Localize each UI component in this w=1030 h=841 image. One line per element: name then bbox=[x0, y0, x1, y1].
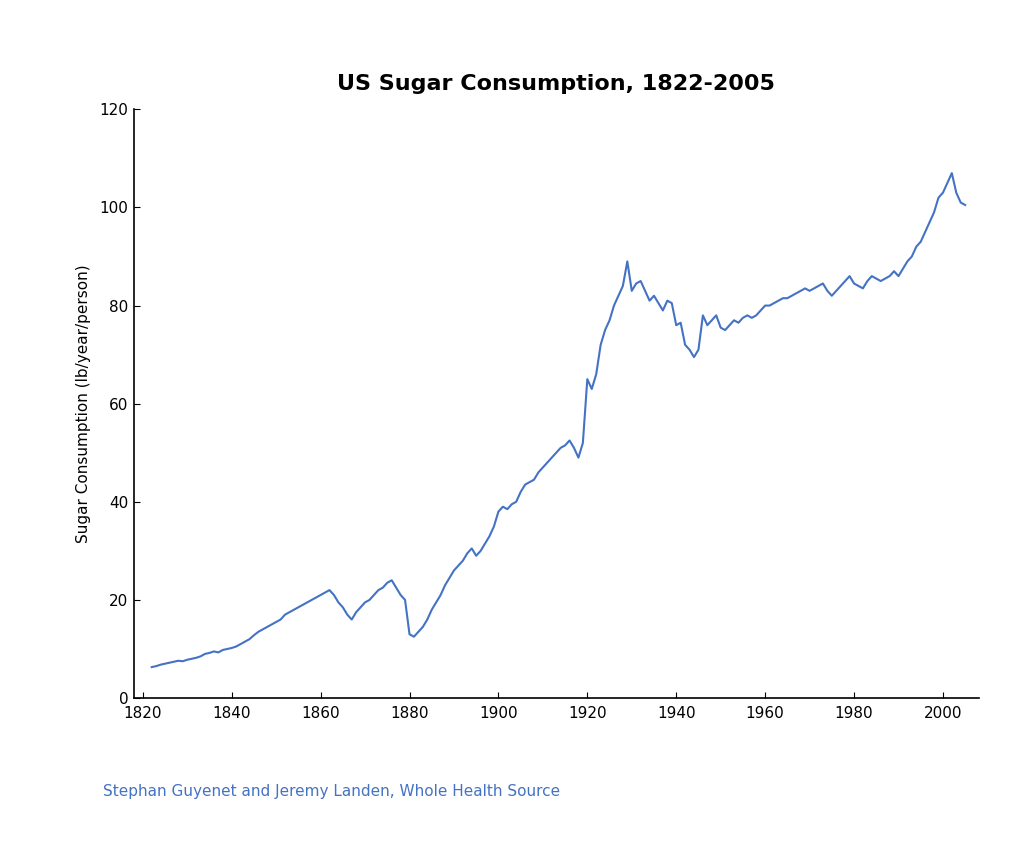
Y-axis label: Sugar Consumption (lb/year/person): Sugar Consumption (lb/year/person) bbox=[76, 264, 91, 543]
Text: Stephan Guyenet and Jeremy Landen, Whole Health Source: Stephan Guyenet and Jeremy Landen, Whole… bbox=[103, 784, 560, 799]
Title: US Sugar Consumption, 1822-2005: US Sugar Consumption, 1822-2005 bbox=[337, 74, 776, 94]
